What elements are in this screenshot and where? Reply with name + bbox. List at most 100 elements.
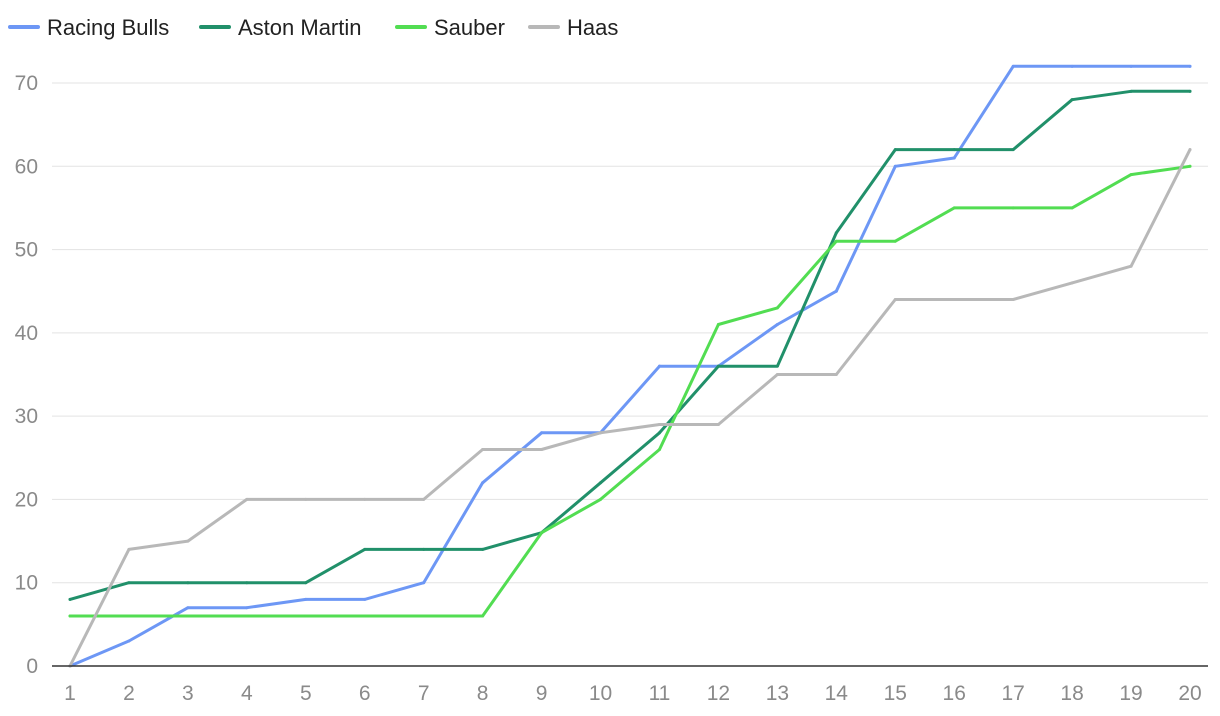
- data-point-sauber[interactable]: [540, 531, 544, 535]
- data-point-racing-bulls[interactable]: [422, 581, 426, 585]
- data-point-aston-martin[interactable]: [127, 581, 131, 585]
- data-point-aston-martin[interactable]: [893, 148, 897, 152]
- data-point-sauber[interactable]: [422, 614, 426, 618]
- data-point-aston-martin[interactable]: [186, 581, 190, 585]
- data-point-aston-martin[interactable]: [1188, 89, 1192, 93]
- data-point-racing-bulls[interactable]: [834, 289, 838, 293]
- y-tick-label: 0: [26, 655, 38, 678]
- data-point-aston-martin[interactable]: [1011, 148, 1015, 152]
- x-tick-label: 8: [477, 682, 489, 705]
- data-point-haas[interactable]: [245, 497, 249, 501]
- data-point-haas[interactable]: [599, 431, 603, 435]
- data-point-sauber[interactable]: [1129, 173, 1133, 177]
- x-tick-label: 4: [241, 682, 253, 705]
- data-point-aston-martin[interactable]: [422, 547, 426, 551]
- data-point-haas[interactable]: [775, 373, 779, 376]
- data-point-sauber[interactable]: [1188, 164, 1192, 168]
- data-point-racing-bulls[interactable]: [304, 597, 308, 601]
- data-point-aston-martin[interactable]: [716, 364, 720, 368]
- data-point-haas[interactable]: [304, 497, 308, 501]
- data-point-sauber[interactable]: [1011, 206, 1015, 210]
- data-point-aston-martin[interactable]: [775, 364, 779, 368]
- data-point-sauber[interactable]: [775, 306, 779, 310]
- legend-label: Racing Bulls: [47, 15, 169, 40]
- x-tick-label: 17: [1001, 682, 1024, 705]
- data-point-haas[interactable]: [1129, 264, 1133, 268]
- data-point-sauber[interactable]: [186, 614, 190, 618]
- data-point-aston-martin[interactable]: [68, 597, 72, 601]
- data-point-sauber[interactable]: [245, 614, 249, 618]
- data-point-racing-bulls[interactable]: [1070, 64, 1074, 68]
- data-point-haas[interactable]: [1011, 298, 1015, 302]
- data-point-sauber[interactable]: [68, 614, 72, 618]
- data-point-sauber[interactable]: [1070, 206, 1074, 210]
- data-point-haas[interactable]: [127, 547, 131, 551]
- data-point-sauber[interactable]: [952, 206, 956, 210]
- data-point-sauber[interactable]: [657, 447, 661, 451]
- x-tick-label: 7: [418, 682, 430, 705]
- data-point-aston-martin[interactable]: [481, 547, 485, 551]
- series-line-racing-bulls[interactable]: [68, 64, 1192, 668]
- x-tick-label: 3: [182, 682, 194, 705]
- data-point-haas[interactable]: [422, 497, 426, 501]
- legend-item-aston-martin[interactable]: Aston Martin: [199, 15, 362, 40]
- data-point-haas[interactable]: [481, 447, 485, 451]
- data-point-haas[interactable]: [893, 298, 897, 302]
- data-point-haas[interactable]: [1188, 148, 1192, 152]
- data-point-aston-martin[interactable]: [1129, 89, 1133, 93]
- data-point-haas[interactable]: [363, 497, 367, 501]
- data-point-aston-martin[interactable]: [599, 481, 603, 485]
- x-tick-label: 10: [589, 682, 612, 705]
- data-point-haas[interactable]: [834, 373, 838, 376]
- legend-label: Haas: [567, 15, 618, 40]
- data-point-haas[interactable]: [716, 422, 720, 426]
- data-point-racing-bulls[interactable]: [186, 606, 190, 610]
- data-point-aston-martin[interactable]: [245, 581, 249, 585]
- data-point-racing-bulls[interactable]: [245, 606, 249, 610]
- x-tick-label: 14: [825, 682, 849, 705]
- data-point-racing-bulls[interactable]: [1188, 64, 1192, 68]
- legend-item-sauber[interactable]: Sauber: [395, 15, 505, 40]
- data-point-racing-bulls[interactable]: [952, 156, 956, 160]
- data-point-aston-martin[interactable]: [834, 231, 838, 235]
- data-point-sauber[interactable]: [363, 614, 367, 618]
- series-line-aston-martin[interactable]: [68, 89, 1192, 601]
- data-point-racing-bulls[interactable]: [893, 164, 897, 168]
- y-tick-label: 50: [15, 239, 38, 262]
- data-point-racing-bulls[interactable]: [657, 364, 661, 368]
- data-point-aston-martin[interactable]: [1070, 98, 1074, 102]
- legend[interactable]: Racing Bulls Aston Martin Sauber Haas: [8, 15, 618, 40]
- data-point-sauber[interactable]: [599, 497, 603, 501]
- x-tick-label: 13: [766, 682, 789, 705]
- data-point-haas[interactable]: [952, 298, 956, 302]
- data-point-racing-bulls[interactable]: [1129, 64, 1133, 68]
- data-point-aston-martin[interactable]: [952, 148, 956, 152]
- data-point-aston-martin[interactable]: [363, 547, 367, 551]
- data-point-racing-bulls[interactable]: [127, 639, 131, 643]
- data-point-aston-martin[interactable]: [304, 581, 308, 585]
- data-point-haas[interactable]: [657, 422, 661, 426]
- data-point-racing-bulls[interactable]: [1011, 64, 1015, 68]
- data-point-haas[interactable]: [186, 539, 190, 543]
- data-point-sauber[interactable]: [127, 614, 131, 618]
- data-point-sauber[interactable]: [304, 614, 308, 618]
- x-tick-label: 18: [1060, 682, 1083, 705]
- data-point-aston-martin[interactable]: [657, 431, 661, 435]
- data-point-racing-bulls[interactable]: [481, 481, 485, 485]
- x-tick-label: 2: [123, 682, 135, 705]
- data-point-racing-bulls[interactable]: [540, 431, 544, 435]
- legend-item-racing-bulls[interactable]: Racing Bulls: [8, 15, 169, 40]
- series-line-haas[interactable]: [68, 148, 1192, 668]
- x-tick-label: 1: [64, 682, 76, 705]
- data-point-sauber[interactable]: [716, 323, 720, 327]
- data-point-sauber[interactable]: [834, 239, 838, 243]
- data-point-sauber[interactable]: [893, 239, 897, 243]
- series-line-sauber[interactable]: [68, 164, 1192, 618]
- data-point-racing-bulls[interactable]: [363, 597, 367, 601]
- data-point-haas[interactable]: [1070, 281, 1074, 285]
- legend-item-haas[interactable]: Haas: [528, 15, 618, 40]
- data-point-sauber[interactable]: [481, 614, 485, 618]
- data-point-haas[interactable]: [540, 447, 544, 451]
- data-point-racing-bulls[interactable]: [775, 323, 779, 327]
